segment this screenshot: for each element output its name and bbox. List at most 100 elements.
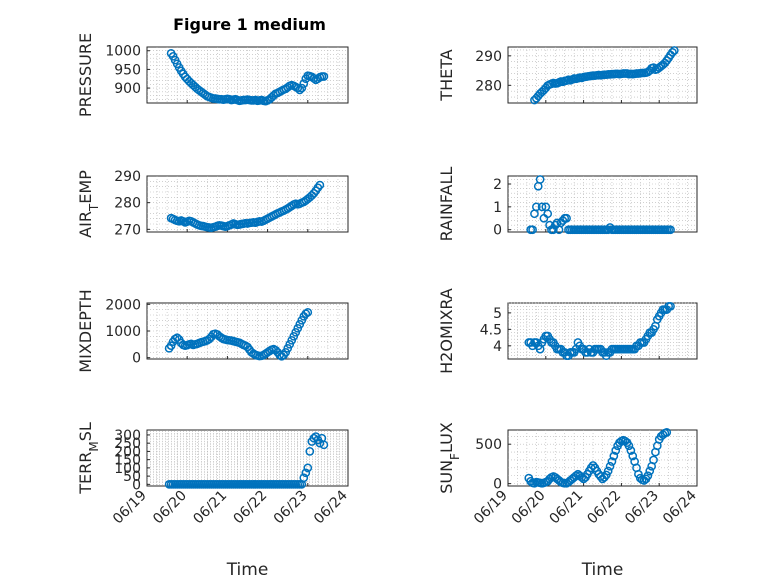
data-point	[643, 471, 653, 481]
y-tick-label: 100	[114, 461, 141, 477]
data-point	[303, 463, 313, 473]
data-point	[532, 202, 541, 212]
x-axis-label: Time	[581, 560, 624, 580]
data-point	[596, 472, 605, 481]
data-point	[666, 301, 675, 311]
data-point	[293, 83, 303, 93]
data-point	[319, 440, 329, 450]
data-point	[605, 461, 615, 471]
y-axis-label-sub: F	[448, 453, 462, 460]
y-axis-label-rest: LUX	[437, 422, 456, 453]
chart-title: Figure 1 medium	[173, 15, 326, 34]
data-point	[535, 175, 545, 184]
data-point	[299, 473, 309, 483]
chart-air_temp: 270 280 290 AIRTEMP	[76, 169, 349, 238]
y-axis-label-rest: SL	[76, 422, 95, 441]
chart-theta: 280 290 THETA	[437, 46, 698, 105]
y-tick-label: 0	[132, 351, 141, 367]
y-tick-label: 0	[493, 477, 502, 493]
data-point	[309, 433, 319, 443]
y-tick-label: 270	[114, 222, 141, 238]
data-point	[315, 438, 325, 448]
y-tick-label: 2000	[105, 297, 141, 313]
y-axis-label-sub: T	[87, 203, 101, 212]
data-point	[172, 333, 182, 343]
data-point	[628, 451, 638, 461]
chart-pressure: 900 950 1000 PRESSURE Figure 1 medium	[76, 15, 349, 117]
data-markers	[164, 307, 313, 361]
data-point	[295, 85, 305, 95]
data-point	[624, 441, 634, 451]
x-tick-label: 06/21	[190, 488, 230, 528]
chart-rainfall: 0 1 2 RAINFALL	[437, 167, 698, 241]
y-axis-label: TERRMSL	[76, 422, 101, 495]
x-axis-label: Time	[226, 560, 269, 580]
y-axis-label-rest: EMP	[76, 170, 95, 204]
y-tick-label: 4.5	[480, 322, 502, 338]
y-axis-label-main: TERR	[76, 452, 95, 495]
data-point	[649, 455, 658, 465]
x-tick-label: 06/22	[231, 488, 271, 528]
y-axis-label: AIRTEMP	[76, 170, 101, 238]
y-axis-label-main: SUN	[437, 460, 456, 494]
data-point	[668, 47, 677, 57]
data-markers	[166, 180, 325, 233]
x-tick-label: 06/20	[150, 488, 190, 528]
y-axis-label-main: AIR	[76, 211, 95, 238]
data-point	[543, 209, 553, 219]
data-point	[662, 428, 672, 437]
x-tick-label: 06/19	[471, 488, 511, 528]
data-point	[669, 46, 679, 55]
y-tick-label: 280	[475, 78, 502, 94]
y-tick-label: 0	[493, 223, 502, 239]
y-axis-label: MIXDEPTH	[76, 289, 95, 372]
data-point	[305, 447, 315, 456]
data-point	[297, 83, 307, 93]
data-point	[549, 225, 558, 235]
y-tick-label: 950	[114, 62, 141, 78]
data-point	[600, 472, 609, 482]
y-tick-label: 0	[132, 477, 141, 493]
data-markers	[526, 175, 675, 235]
x-tick-label: 06/20	[509, 488, 549, 528]
data-point	[626, 446, 636, 455]
y-tick-label: 290	[114, 169, 141, 185]
x-tick-label: 06/23	[271, 488, 311, 528]
y-tick-label: 1000	[105, 324, 141, 340]
data-point	[571, 471, 581, 481]
x-tick-label: 06/24	[311, 487, 351, 527]
y-tick-label: 2	[493, 177, 502, 193]
y-tick-label: 50	[123, 469, 141, 485]
y-tick-label: 1000	[105, 44, 141, 60]
data-markers	[524, 301, 675, 361]
data-point	[309, 74, 319, 83]
y-tick-label: 1	[493, 200, 502, 216]
y-tick-label: 200	[114, 444, 141, 460]
data-markers	[166, 48, 329, 106]
y-axis-label: PRESSURE	[76, 33, 95, 117]
y-tick-label: 150	[114, 453, 141, 469]
y-axis-label: H2OMIXRA	[437, 288, 456, 374]
data-point	[607, 457, 617, 466]
chart-mixdepth: 0 1000 2000 MIXDEPTH	[76, 289, 349, 373]
y-tick-label: 250	[114, 436, 141, 452]
data-point	[645, 466, 655, 476]
y-axis-label: THETA	[437, 49, 456, 101]
chart-h2omixra: 44.55 H2OMIXRA	[437, 288, 698, 374]
data-point	[315, 180, 325, 190]
y-tick-label: 5	[493, 306, 502, 322]
x-tick-label: 06/21	[547, 488, 587, 528]
data-point	[537, 202, 547, 212]
x-tick-label: 06/19	[110, 488, 150, 528]
data-point	[319, 72, 329, 81]
y-tick-label: 500	[475, 437, 502, 453]
data-point	[303, 307, 313, 317]
y-axis-label: SUNFLUX	[437, 422, 462, 494]
y-tick-label: 900	[114, 81, 141, 97]
data-point	[528, 225, 537, 235]
data-point	[611, 446, 621, 455]
data-point	[301, 468, 311, 478]
